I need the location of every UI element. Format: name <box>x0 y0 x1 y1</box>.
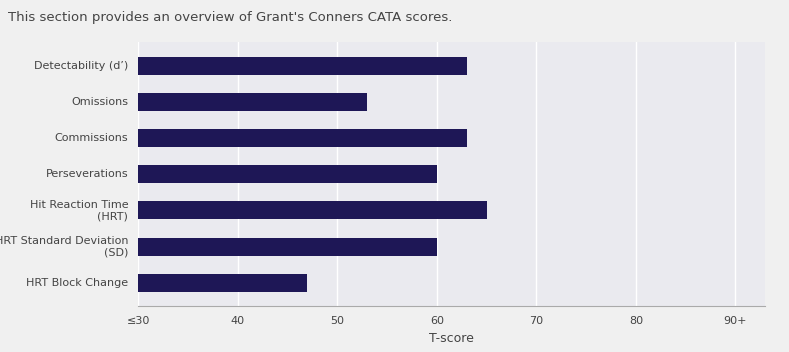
Bar <box>138 129 466 147</box>
Text: This section provides an overview of Grant's Conners CATA scores.: This section provides an overview of Gra… <box>8 11 452 24</box>
Bar <box>138 165 437 183</box>
Bar <box>138 274 308 292</box>
X-axis label: T-score: T-score <box>429 332 474 345</box>
Bar <box>138 57 466 75</box>
Bar <box>138 93 367 111</box>
Bar <box>138 238 437 256</box>
Bar <box>138 201 487 219</box>
